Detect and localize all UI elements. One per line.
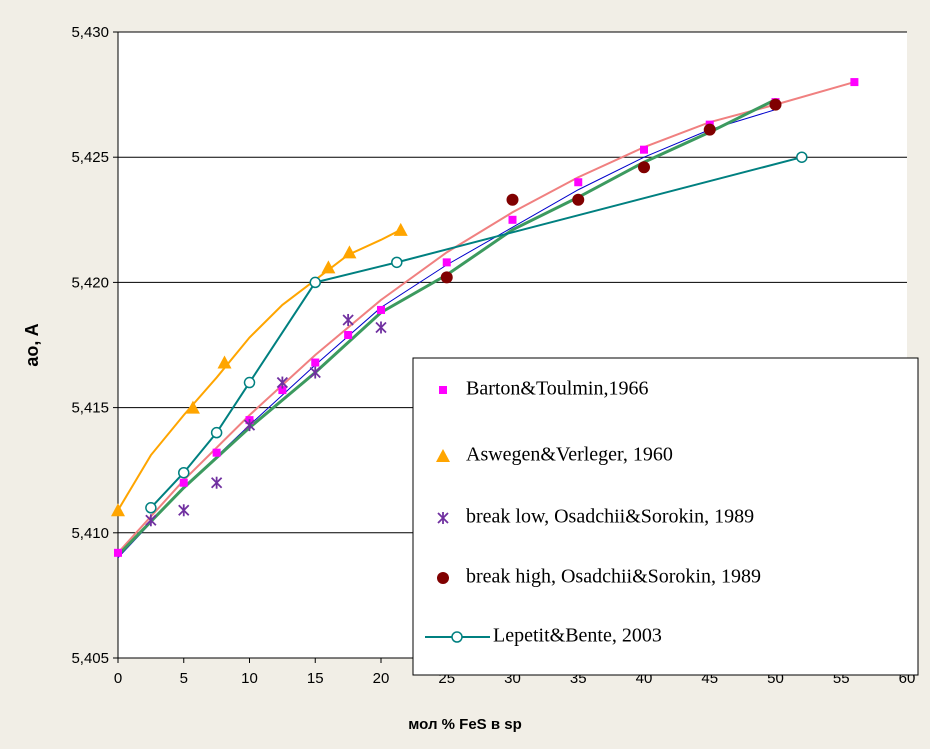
x-tick-label: 0 bbox=[114, 670, 122, 687]
marker bbox=[703, 123, 716, 136]
marker bbox=[572, 193, 585, 206]
marker bbox=[850, 78, 859, 87]
marker bbox=[321, 260, 336, 274]
marker bbox=[210, 426, 223, 439]
y-tick-label: 5,415 bbox=[71, 400, 109, 417]
x-tick-label: 10 bbox=[241, 670, 258, 687]
marker bbox=[440, 271, 453, 284]
marker bbox=[243, 376, 256, 389]
marker bbox=[342, 245, 357, 259]
marker bbox=[178, 504, 190, 517]
marker bbox=[243, 419, 256, 432]
marker bbox=[640, 145, 648, 154]
legend: Barton&Toulmin,1966 Aswegen&Verleger, 196… bbox=[412, 357, 919, 676]
marker bbox=[178, 466, 190, 479]
marker bbox=[179, 478, 188, 487]
marker bbox=[508, 215, 517, 224]
y-tick-label: 5,405 bbox=[71, 650, 109, 667]
marker bbox=[145, 502, 157, 514]
marker bbox=[210, 476, 223, 489]
marker bbox=[451, 631, 463, 643]
legend-box bbox=[412, 357, 919, 676]
y-tick-label: 5,420 bbox=[71, 274, 109, 291]
marker bbox=[278, 386, 287, 395]
marker bbox=[309, 366, 321, 379]
legend-label: break high, Osadchii&Sorokin, 1989 bbox=[466, 566, 761, 588]
marker bbox=[437, 512, 449, 524]
marker bbox=[638, 161, 650, 174]
legend-label: Lepetit&Bente, 2003 bbox=[493, 625, 662, 647]
marker bbox=[442, 258, 451, 267]
y-tick-label: 5,425 bbox=[71, 149, 109, 166]
x-tick-label: 20 bbox=[373, 670, 390, 687]
marker bbox=[185, 400, 200, 414]
marker bbox=[436, 449, 450, 462]
marker bbox=[393, 222, 408, 236]
y-tick-label: 5,430 bbox=[71, 24, 109, 41]
trendline bbox=[117, 81, 855, 554]
trendline bbox=[117, 228, 402, 511]
marker bbox=[796, 151, 808, 163]
y-tick-label: 5,410 bbox=[71, 525, 109, 542]
marker bbox=[276, 376, 289, 389]
marker bbox=[217, 355, 232, 369]
marker bbox=[111, 503, 125, 517]
marker bbox=[769, 98, 782, 111]
x-axis-title: мол % FeS в sp bbox=[408, 716, 521, 733]
marker bbox=[212, 448, 221, 457]
marker bbox=[437, 572, 449, 584]
marker bbox=[309, 276, 321, 289]
marker bbox=[344, 330, 353, 339]
marker bbox=[311, 358, 320, 367]
marker bbox=[574, 178, 583, 187]
marker bbox=[439, 386, 447, 394]
marker bbox=[506, 193, 519, 206]
marker bbox=[145, 514, 157, 527]
marker bbox=[342, 313, 354, 326]
marker bbox=[391, 256, 403, 269]
legend-label: Barton&Toulmin,1966 bbox=[466, 378, 648, 400]
legend-label: Aswegen&Verleger, 1960 bbox=[466, 444, 673, 466]
marker bbox=[375, 321, 387, 334]
y-axis-title: ao, A bbox=[22, 323, 42, 366]
marker bbox=[114, 548, 122, 557]
legend-label: break low, Osadchii&Sorokin, 1989 bbox=[466, 506, 754, 528]
x-tick-label: 5 bbox=[180, 670, 188, 687]
marker bbox=[377, 305, 385, 314]
x-tick-label: 15 bbox=[307, 670, 324, 687]
